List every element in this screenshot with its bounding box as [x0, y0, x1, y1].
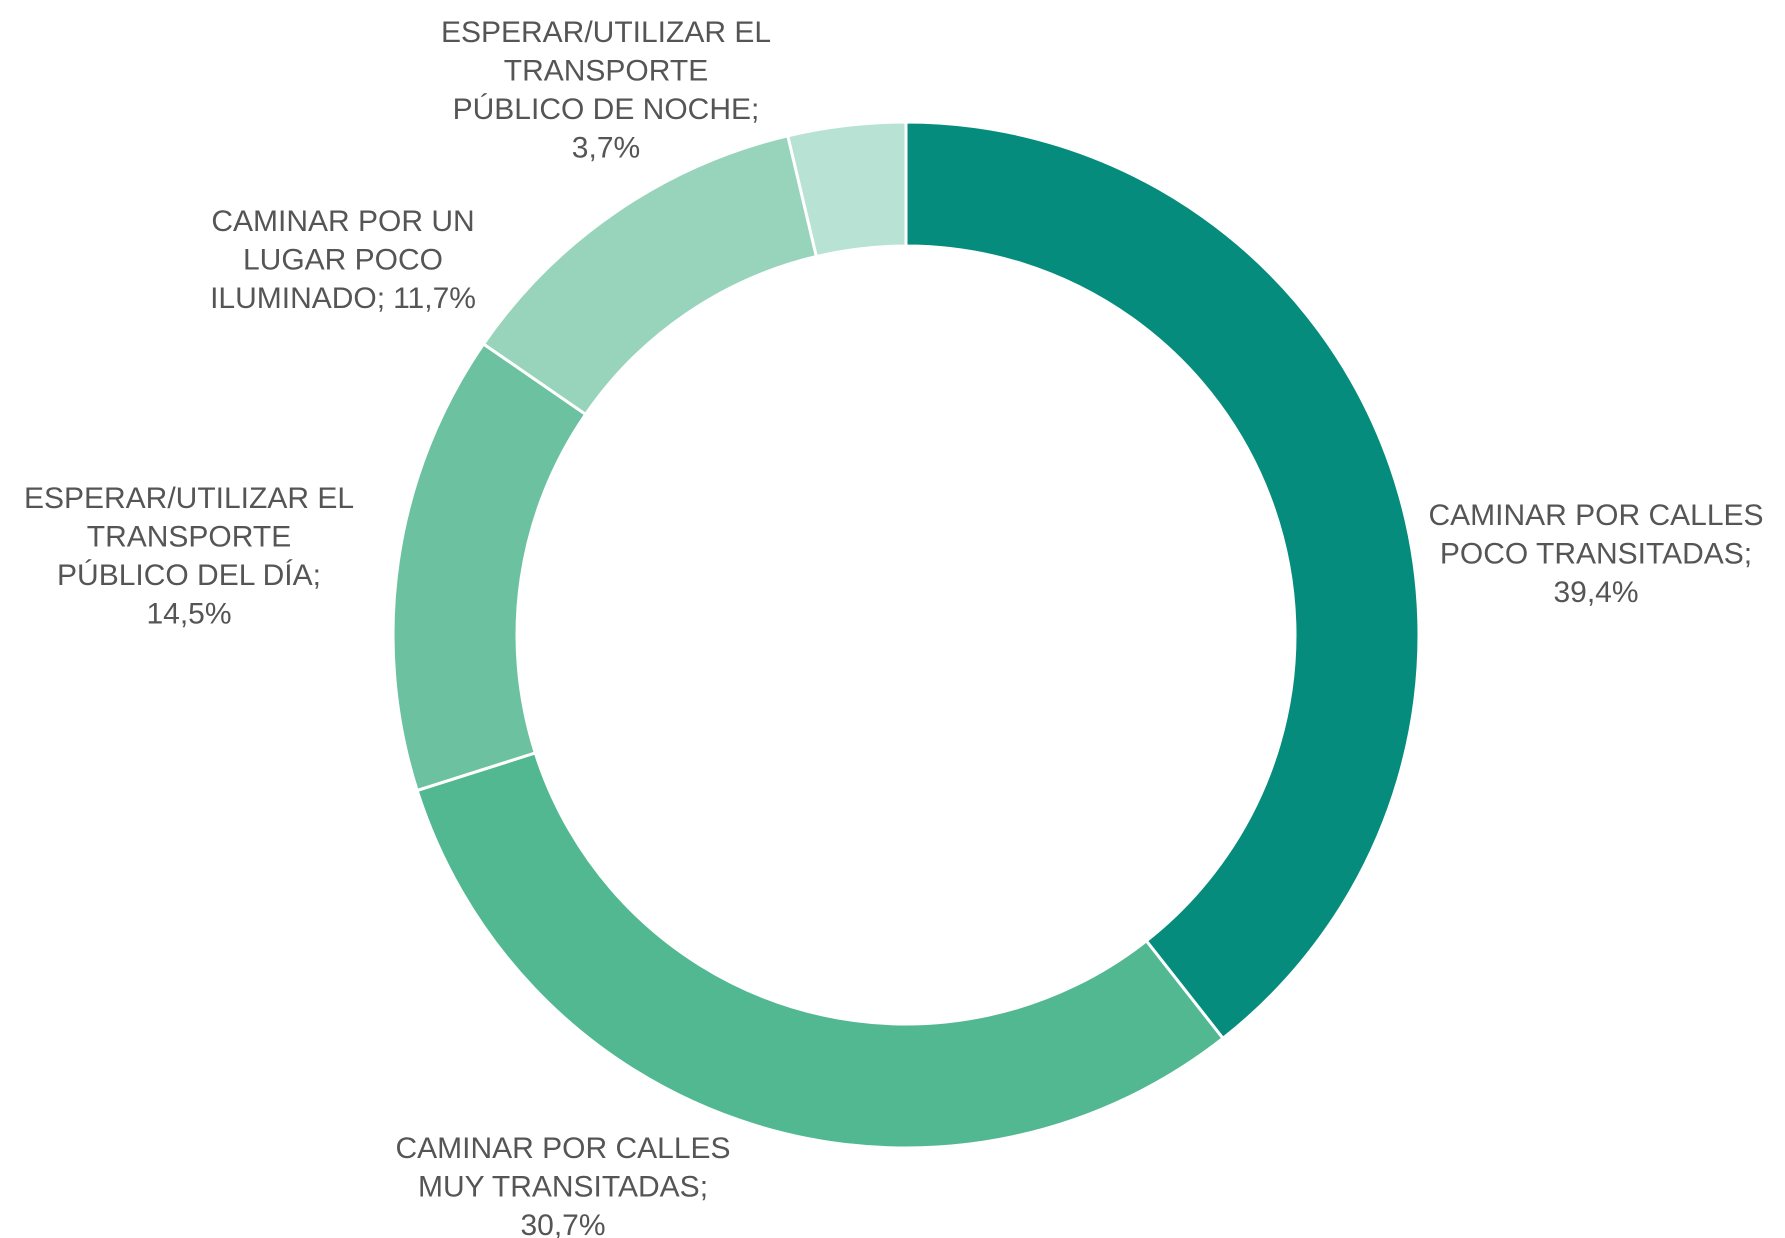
label-line: CAMINAR POR CALLES: [1428, 499, 1763, 532]
value-label: 11,7%: [393, 282, 476, 315]
label-line: TRANSPORTE: [504, 54, 708, 87]
label-line: ILUMINADO;: [210, 282, 385, 315]
data-label: ESPERAR/UTILIZAR EL TRANSPORTE PÚBLICO DE …: [441, 16, 771, 165]
label-line: PÚBLICO DE NOCHE;: [453, 93, 760, 126]
data-label: CAMINAR POR UN LUGAR POCO ILUMINADO; 11,7%: [210, 205, 476, 315]
data-label: ESPERAR/UTILIZAR EL TRANSPORTE PÚBLICO DEL…: [24, 482, 354, 631]
label-line: TRANSPORTE: [87, 520, 291, 553]
label-line: CAMINAR POR CALLES: [395, 1132, 730, 1165]
data-label: CAMINAR POR CALLES MUY TRANSITADAS; 30,7%: [395, 1132, 730, 1238]
value-label: 39,4%: [1553, 576, 1638, 609]
donut-slice: [391, 341, 588, 793]
donut-slice: [786, 120, 908, 259]
donut-slice: [481, 133, 819, 417]
label-line: PÚBLICO DEL DÍA;: [57, 559, 321, 592]
label-line: POCO TRANSITADAS;: [1440, 537, 1752, 570]
label-line: MUY TRANSITADAS;: [418, 1170, 708, 1203]
label-line: LUGAR POCO: [243, 243, 443, 276]
value-label: 3,7%: [572, 131, 640, 164]
value-label: 14,5%: [146, 597, 231, 630]
label-line: ESPERAR/UTILIZAR EL: [24, 482, 354, 515]
label-line: ESPERAR/UTILIZAR EL: [441, 16, 771, 49]
label-line: CAMINAR POR UN: [211, 205, 474, 238]
donut-slice: [415, 750, 1226, 1150]
donut-slice: [904, 120, 1421, 1041]
value-label: 30,7%: [520, 1209, 605, 1238]
data-label: CAMINAR POR CALLES POCO TRANSITADAS; 39,4%: [1428, 499, 1763, 609]
